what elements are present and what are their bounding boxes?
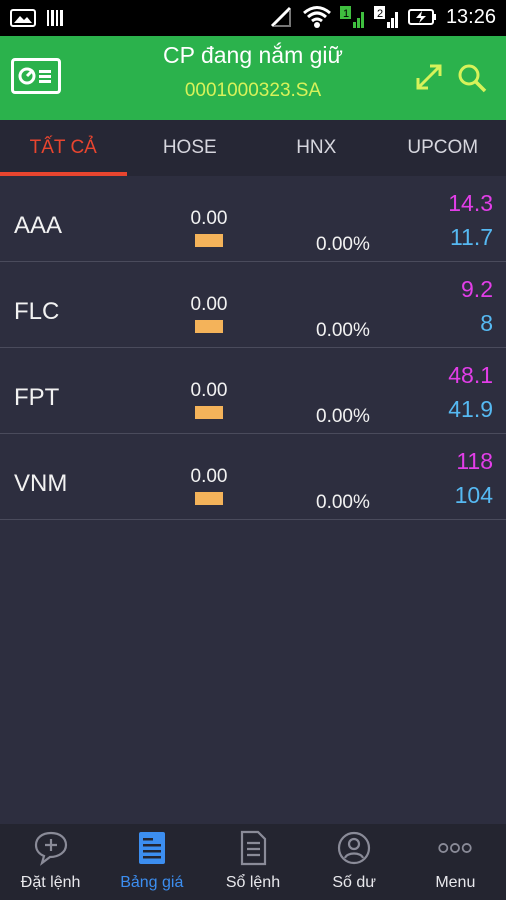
clock: 13:26 [445,5,496,28]
nav-order-book[interactable]: Sổ lệnh [202,824,303,900]
account-card-icon [18,67,51,85]
high-price: 48.1 [448,362,493,388]
price-change: 0.00 [190,208,228,229]
nav-label: Menu [435,874,476,891]
status-bar: 1 2 13:26 [0,0,506,36]
holdings-list: AAA 0.00 0.00% 14.3 11.7 FLC 0.00 0.00% … [0,176,506,520]
nav-label: Số dư [332,874,376,891]
change-bar [195,320,223,333]
stock-symbol: AAA [14,212,63,239]
tab-all[interactable]: TẤT CẢ [0,120,127,176]
more-dots-icon [438,843,472,853]
image-notification-icon [10,9,36,27]
account-card-button[interactable] [11,58,61,94]
exchange-tabs: TẤT CẢ HOSE HNX UPCOM [0,120,506,176]
stock-symbol: FLC [14,298,60,325]
nav-label: Đặt lệnh [20,874,81,891]
tab-hnx[interactable]: HNX [296,137,337,158]
change-bar [195,406,223,419]
holding-row[interactable]: VNM 0.00 0.00% 118 104 [0,434,506,520]
stock-symbol: VNM [14,470,68,497]
svg-text:1: 1 [343,8,349,20]
change-percent: 0.00% [316,320,370,341]
change-bar [195,492,223,505]
price-change: 0.00 [190,466,228,487]
high-price: 9.2 [461,276,493,302]
price-change: 0.00 [190,380,228,401]
low-price: 104 [454,482,493,508]
nav-menu[interactable]: Menu [405,824,506,900]
nav-place-order[interactable]: Đặt lệnh [0,824,101,900]
wifi-icon [302,6,331,28]
battery-charging-icon [407,9,436,25]
price-board-icon [138,832,165,864]
tab-upcom[interactable]: UPCOM [407,137,479,158]
sim2-signal-icon: 2 [373,6,398,28]
app-header: CP đang nắm giữ 0001000323.SA [0,36,506,120]
nav-price-board[interactable]: Bảng giá [101,824,202,900]
chat-plus-icon [34,831,67,866]
nav-label: Bảng giá [120,874,184,891]
bottom-navigation: Đặt lệnh Bảng giá Sổ lệnh Số dư [0,824,506,900]
barcode-notification-icon [47,10,63,26]
expand-icon[interactable] [414,62,444,92]
low-price: 41.9 [448,396,493,422]
price-change: 0.00 [190,294,228,315]
svg-text:2: 2 [377,8,383,20]
user-circle-icon [338,831,371,865]
stock-symbol: FPT [14,384,60,411]
page-title: CP đang nắm giữ [163,42,343,68]
change-percent: 0.00% [316,492,370,513]
tab-hose[interactable]: HOSE [162,137,217,158]
change-percent: 0.00% [316,234,370,255]
holding-row[interactable]: AAA 0.00 0.00% 14.3 11.7 [0,176,506,262]
no-signal-icon [270,6,291,28]
search-icon[interactable] [456,62,488,94]
account-number: 0001000323.SA [184,80,322,101]
change-bar [195,234,223,247]
nav-balance[interactable]: Số dư [304,824,405,900]
holding-row[interactable]: FPT 0.00 0.00% 48.1 41.9 [0,348,506,434]
high-price: 118 [456,448,493,474]
nav-label: Sổ lệnh [225,874,281,891]
sim1-signal-icon: 1 [339,6,364,28]
change-percent: 0.00% [316,406,370,427]
low-price: 11.7 [449,224,493,250]
high-price: 14.3 [448,190,493,216]
document-icon [240,830,267,866]
low-price: 8 [480,310,493,336]
holding-row[interactable]: FLC 0.00 0.00% 9.2 8 [0,262,506,348]
